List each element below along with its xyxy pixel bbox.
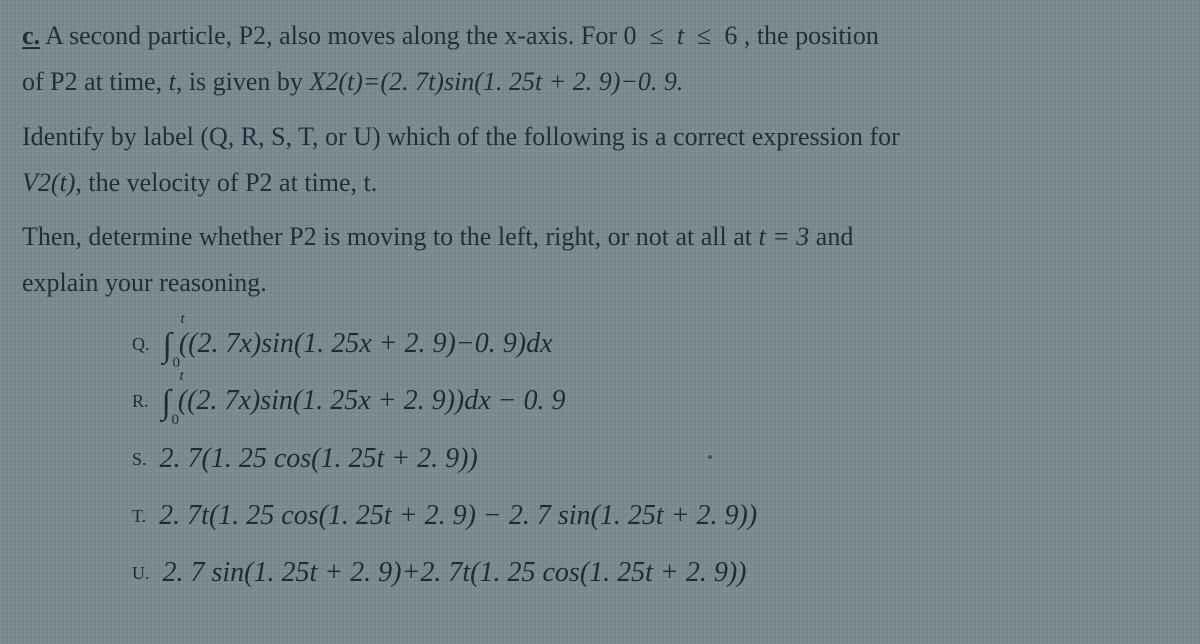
option-t-body: 2. 7t(1. 25 cos(1. 25t + 2. 9) − 2. 7 si…: [159, 500, 757, 531]
option-q-label: Q.: [132, 334, 150, 354]
inequality: 0 ≤ t ≤ 6: [624, 21, 744, 50]
int-upper: t: [181, 308, 185, 331]
leq-icon: ≤: [691, 21, 718, 50]
paragraph-1b: of P2 at time, t, is given by X2(t)=(2. …: [22, 62, 1178, 102]
option-q: Q. ∫ t 0 ((2. 7x)sin(1. 25x + 2. 9)−0. 9…: [132, 322, 1178, 365]
ineq-rhs: 6: [724, 21, 737, 50]
p1-text-c: of P2 at time,: [22, 67, 169, 96]
paragraph-2b: V2(t), the velocity of P2 at time, t.: [22, 163, 1178, 203]
ineq-mid: t: [677, 21, 684, 50]
int-lower: 0: [172, 409, 180, 432]
p3-text-c: explain your reasoning.: [22, 268, 267, 297]
integral-icon: ∫ t 0: [162, 379, 171, 422]
option-r-label: R.: [132, 391, 149, 411]
option-t: T. 2. 7t(1. 25 cos(1. 25t + 2. 9) − 2. 7…: [132, 494, 1178, 537]
option-s-label: S.: [132, 449, 147, 469]
p2-text-b: , the velocity of P2 at time, t.: [75, 168, 377, 197]
x2-rhs: (2. 7t)sin(1. 25t + 2. 9)−0. 9.: [380, 67, 683, 96]
leq-icon: ≤: [643, 21, 670, 50]
option-q-body: ((2. 7x)sin(1. 25x + 2. 9)−0. 9)dx: [179, 328, 553, 359]
option-s: S. 2. 7(1. 25 cos(1. 25t + 2. 9)): [132, 437, 1178, 480]
option-r: R. ∫ t 0 ((2. 7x)sin(1. 25x + 2. 9))dx −…: [132, 379, 1178, 422]
option-u: U. 2. 7 sin(1. 25t + 2. 9)+2. 7t(1. 25 c…: [132, 551, 1178, 594]
x2-lhs: X2(t)=: [309, 67, 380, 96]
p2-text-a: Identify by label (Q, R, S, T, or U) whi…: [22, 122, 900, 151]
paragraph-2: Identify by label (Q, R, S, T, or U) whi…: [22, 117, 1178, 157]
p3-text-b: and: [809, 222, 853, 251]
option-r-body: ((2. 7x)sin(1. 25x + 2. 9))dx − 0. 9: [178, 385, 566, 416]
paragraph-3: Then, determine whether P2 is moving to …: [22, 217, 1178, 257]
p1-text-d: , is given by: [176, 67, 310, 96]
v2-label: V2(t): [22, 168, 75, 197]
x2-definition: X2(t)=(2. 7t)sin(1. 25t + 2. 9)−0. 9.: [309, 67, 683, 96]
ineq-lhs: 0: [624, 21, 637, 50]
p1-text-a: A second particle, P2, also moves along …: [45, 21, 623, 50]
option-u-body: 2. 7 sin(1. 25t + 2. 9)+2. 7t(1. 25 cos(…: [163, 557, 747, 588]
part-label: c.: [22, 21, 40, 50]
p1-text-b: , the position: [744, 21, 879, 50]
option-s-body: 2. 7(1. 25 cos(1. 25t + 2. 9)): [160, 443, 478, 474]
speck-icon: [708, 455, 712, 459]
option-u-label: U.: [132, 563, 150, 583]
t-var: t: [169, 67, 176, 96]
option-t-label: T.: [132, 506, 146, 526]
int-upper: t: [180, 365, 184, 388]
paragraph-3b: explain your reasoning.: [22, 263, 1178, 303]
t-equals-3: t = 3: [759, 222, 810, 251]
paragraph-1: c. A second particle, P2, also moves alo…: [22, 16, 1178, 56]
integral-icon: ∫ t 0: [163, 322, 172, 365]
p3-text-a: Then, determine whether P2 is moving to …: [22, 222, 759, 251]
options-list: Q. ∫ t 0 ((2. 7x)sin(1. 25x + 2. 9)−0. 9…: [132, 322, 1178, 595]
